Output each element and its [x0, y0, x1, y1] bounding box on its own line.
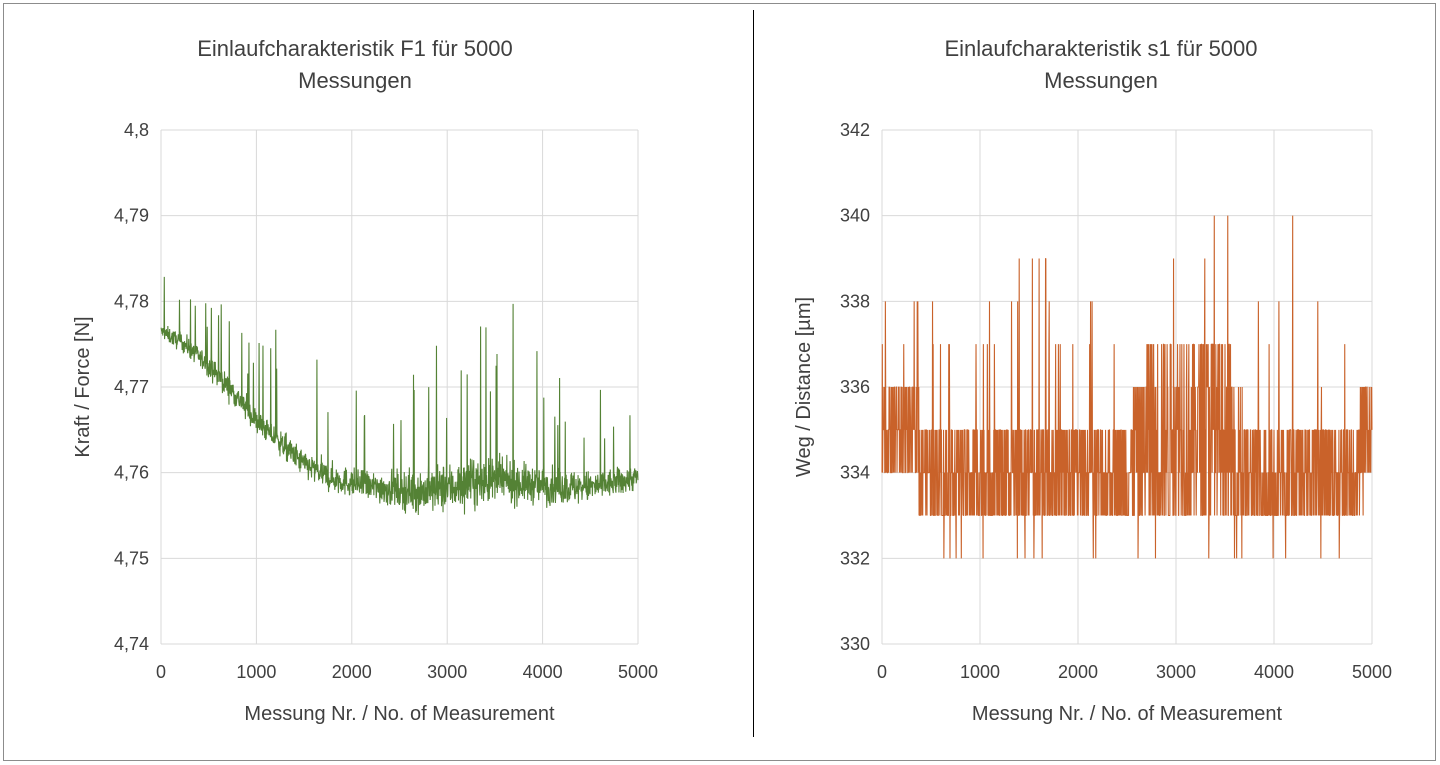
- figure-frame: [3, 3, 1436, 761]
- x-tick-label: 1000: [960, 662, 1000, 682]
- x-tick-label: 0: [877, 662, 887, 682]
- x-tick-label: 4000: [523, 662, 563, 682]
- chart-title-line: Messungen: [298, 68, 412, 93]
- y-axis-title: Weg / Distance [µm]: [793, 297, 815, 477]
- panel-divider: [753, 10, 754, 737]
- y-tick-label: 4,75: [114, 548, 149, 568]
- x-tick-label: 2000: [332, 662, 372, 682]
- y-tick-label: 338: [840, 291, 870, 311]
- x-tick-label: 2000: [1058, 662, 1098, 682]
- force-chart: Einlaufcharakteristik F1 für 5000 Messung…: [72, 36, 658, 725]
- y-tick-label: 4,77: [114, 377, 149, 397]
- chart-title-line: Einlaufcharakteristik F1 für 5000: [197, 36, 513, 61]
- series-line: [160, 276, 639, 516]
- y-tick-label: 332: [840, 548, 870, 568]
- x-axis-title: Messung Nr. / No. of Measurement: [972, 703, 1283, 725]
- series-line: [881, 215, 1373, 559]
- x-tick-label: 3000: [1156, 662, 1196, 682]
- y-tick-label: 340: [840, 206, 870, 226]
- x-tick-label: 3000: [427, 662, 467, 682]
- y-tick-label: 342: [840, 120, 870, 140]
- x-tick-label: 4000: [1254, 662, 1294, 682]
- x-tick-label: 5000: [1352, 662, 1392, 682]
- chart-title-line: Messungen: [1044, 68, 1158, 93]
- y-tick-label: 4,74: [114, 634, 149, 654]
- y-tick-label: 336: [840, 377, 870, 397]
- y-tick-label: 334: [840, 463, 870, 483]
- y-tick-label: 4,79: [114, 206, 149, 226]
- y-tick-label: 330: [840, 634, 870, 654]
- y-tick-label: 4,78: [114, 291, 149, 311]
- x-tick-label: 5000: [618, 662, 658, 682]
- x-tick-label: 1000: [236, 662, 276, 682]
- y-axis-title: Kraft / Force [N]: [72, 316, 94, 457]
- x-tick-label: 0: [156, 662, 166, 682]
- y-tick-label: 4,8: [124, 120, 149, 140]
- chart-title-line: Einlaufcharakteristik s1 für 5000: [944, 36, 1257, 61]
- x-axis-title: Messung Nr. / No. of Measurement: [244, 703, 555, 725]
- y-tick-label: 4,76: [114, 463, 149, 483]
